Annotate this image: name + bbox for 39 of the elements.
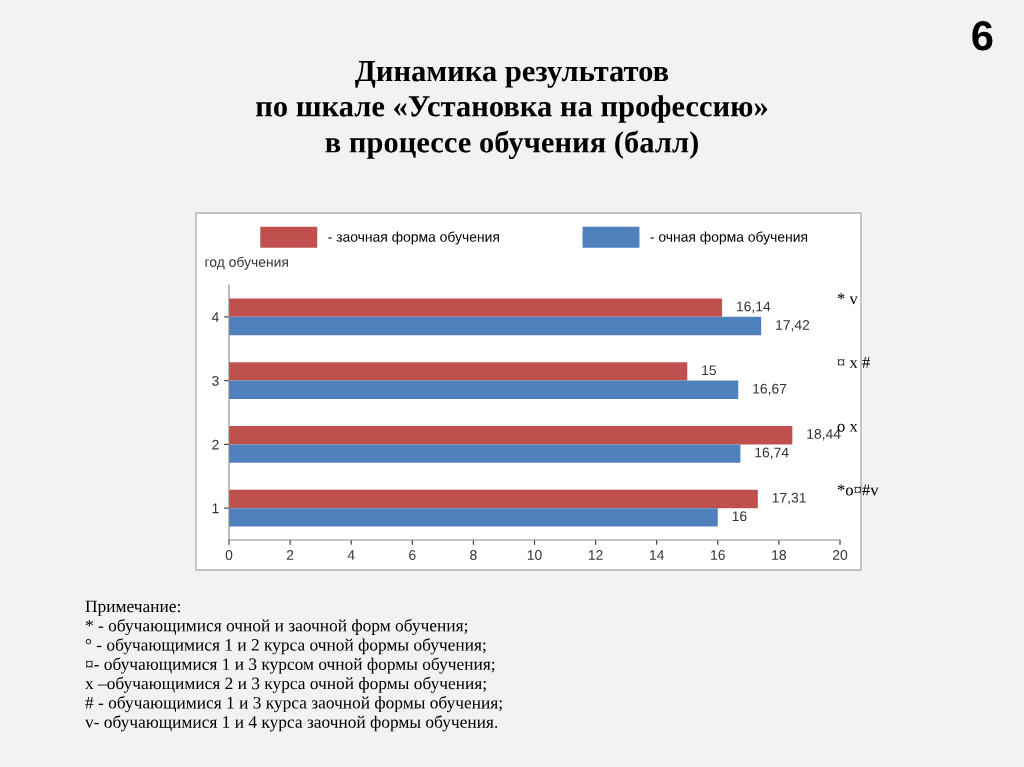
x-tick-label: 6 [409,550,416,560]
data-label: 16,14 [737,301,771,313]
y-tick-label: 1 [212,503,219,514]
x-tick-label: 0 [225,550,233,560]
x-tick-label: 8 [470,550,477,560]
bar [229,508,718,527]
x-tick-label: 2 [286,550,294,560]
x-tick-label: 16 [711,550,725,560]
data-label: 16,74 [755,447,789,459]
bar [229,380,739,400]
data-label: 17,31 [772,492,806,505]
legend-label: - заочная форма обучения [328,231,499,245]
data-label: 16 [732,511,747,522]
x-tick-label: 20 [832,550,848,560]
y-axis-title: год обучения [205,256,288,270]
annotation: ¤ x # [837,356,870,368]
annotation: *o¤#v [837,484,879,496]
bar [229,298,723,317]
y-tick-label: 3 [212,375,219,386]
annotation: * v [837,293,858,305]
data-label: 16,67 [753,383,787,396]
legend-label: - очная форма обучения [650,231,808,245]
bar [229,425,793,445]
data-label: 17,42 [776,320,810,332]
chart-title: Динамика результатов по шкале «Установка на профессию» в процессе обучения (балл) [256,61,768,159]
text: Примечание: * - обучающимися очной и заочной форм обучения; ° - обучающимися 1 и 2 курса очной формы обучения; ¤- обучающимися 1 и 3 курсом очной формы обучения; x –обучающимися 2 и 3 курса очной формы обучения; # - обучающимися 1 и 3 курса заочной формы обучения; v- обучающимися 1 и 4 курса заочной формы обучения. [85,600,502,732]
bar [229,316,762,336]
x-tick-label: 4 [347,550,355,560]
x-tick-label: 18 [772,550,787,560]
y-tick-label: 2 [212,439,219,450]
text: 6 [972,21,993,51]
data-label: 15 [702,365,717,376]
x-tick-label: 14 [650,550,665,560]
y-tick-label: 4 [211,312,219,322]
bar [229,362,688,381]
bar [229,444,741,463]
x-tick-label: 10 [527,550,542,560]
x-tick-label: 12 [588,550,603,560]
bar [229,489,758,509]
